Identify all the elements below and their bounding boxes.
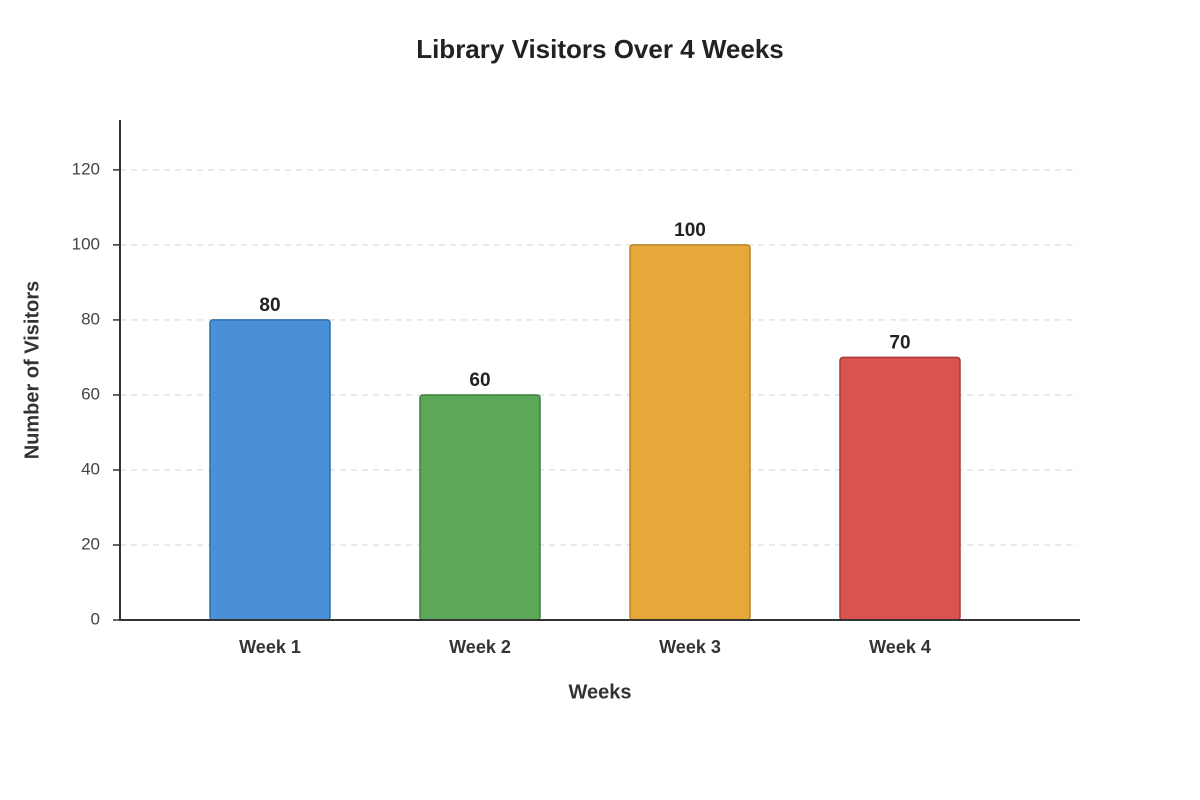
value-label: 80 bbox=[259, 295, 280, 316]
x-axis-title: Weeks bbox=[568, 681, 631, 703]
value-label: 60 bbox=[469, 370, 490, 391]
chart-title: Library Visitors Over 4 Weeks bbox=[416, 34, 784, 64]
bar bbox=[629, 244, 751, 621]
value-label: 70 bbox=[889, 332, 910, 353]
bar bbox=[209, 319, 331, 621]
x-tick-label: Week 4 bbox=[869, 637, 931, 657]
bar bbox=[419, 394, 541, 621]
y-tick-label: 120 bbox=[72, 159, 100, 178]
x-tick-label: Week 3 bbox=[659, 637, 721, 657]
y-tick-label: 80 bbox=[81, 309, 100, 328]
bar bbox=[839, 356, 961, 621]
x-tick-label: Week 2 bbox=[449, 637, 511, 657]
x-tick-label: Week 1 bbox=[239, 637, 301, 657]
y-tick-label: 40 bbox=[81, 459, 100, 478]
y-axis-title: Number of Visitors bbox=[21, 281, 43, 460]
y-tick-label: 0 bbox=[91, 609, 100, 628]
y-tick-label: 100 bbox=[72, 234, 100, 253]
y-tick-label: 60 bbox=[81, 384, 100, 403]
y-tick-label: 20 bbox=[81, 534, 100, 553]
value-label: 100 bbox=[674, 220, 706, 241]
